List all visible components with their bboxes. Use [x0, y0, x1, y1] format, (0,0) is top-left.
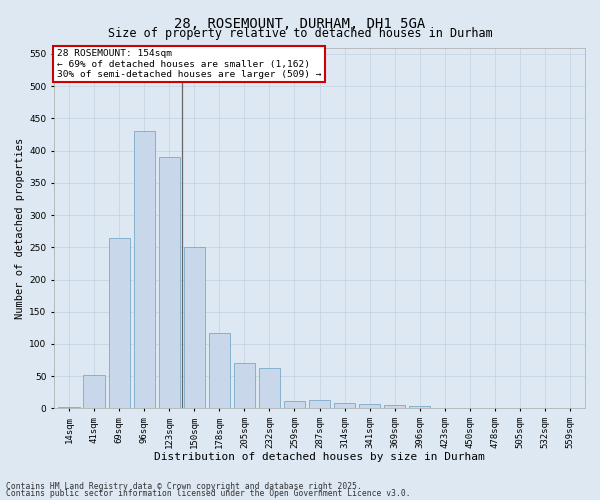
Bar [309, 400, 330, 408]
Text: Contains public sector information licensed under the Open Government Licence v3: Contains public sector information licen… [6, 489, 410, 498]
Bar [134, 132, 155, 408]
Bar [209, 333, 230, 408]
Text: Size of property relative to detached houses in Durham: Size of property relative to detached ho… [107, 28, 493, 40]
Bar [184, 248, 205, 408]
Bar [384, 404, 406, 408]
Bar [284, 400, 305, 408]
Bar [259, 368, 280, 408]
Bar [109, 238, 130, 408]
Y-axis label: Number of detached properties: Number of detached properties [15, 138, 25, 318]
Bar [409, 406, 430, 408]
Bar [83, 375, 105, 408]
Text: 28, ROSEMOUNT, DURHAM, DH1 5GA: 28, ROSEMOUNT, DURHAM, DH1 5GA [175, 18, 425, 32]
Bar [359, 404, 380, 408]
Bar [234, 364, 255, 408]
Text: 28 ROSEMOUNT: 154sqm
← 69% of detached houses are smaller (1,162)
30% of semi-de: 28 ROSEMOUNT: 154sqm ← 69% of detached h… [57, 50, 321, 79]
Bar [334, 402, 355, 408]
X-axis label: Distribution of detached houses by size in Durham: Distribution of detached houses by size … [154, 452, 485, 462]
Bar [58, 407, 80, 408]
Text: Contains HM Land Registry data © Crown copyright and database right 2025.: Contains HM Land Registry data © Crown c… [6, 482, 362, 491]
Bar [158, 157, 180, 408]
